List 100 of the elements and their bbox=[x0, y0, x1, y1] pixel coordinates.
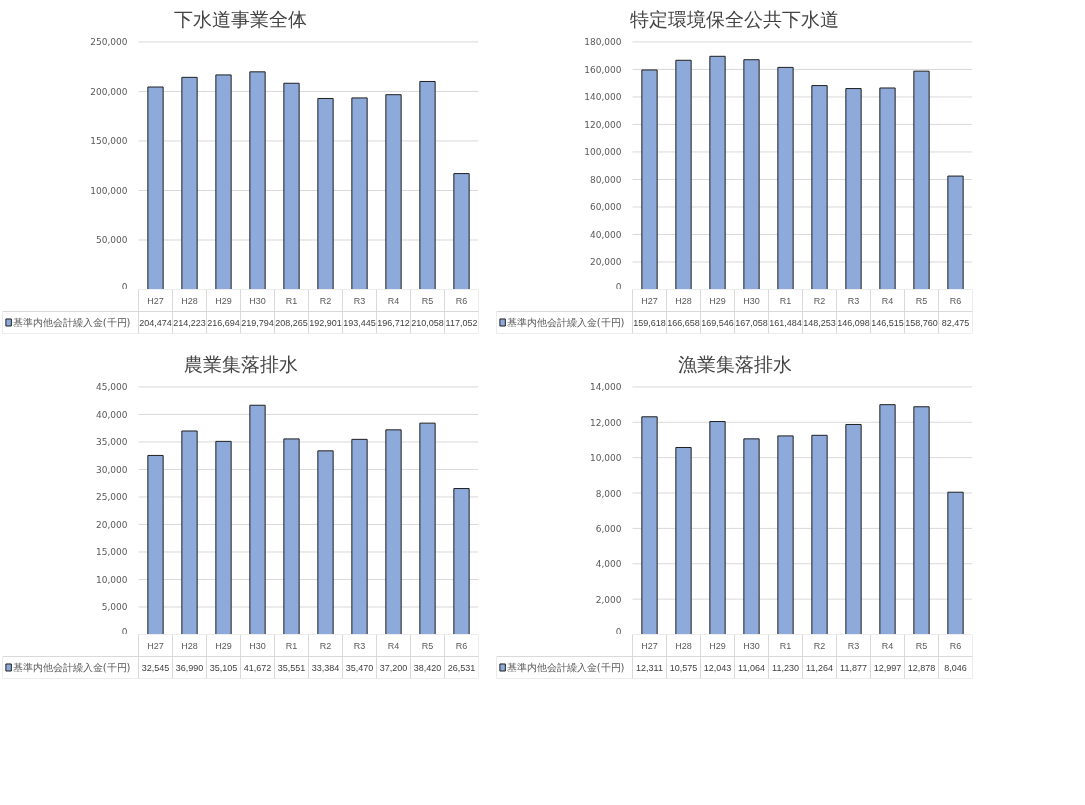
y-tick-label: 0 bbox=[121, 281, 128, 292]
bar bbox=[709, 421, 726, 634]
data-label: 35,470 bbox=[345, 662, 374, 673]
y-tick-label: 12,000 bbox=[590, 417, 622, 428]
x-tick-label: H30 bbox=[743, 640, 760, 651]
data-label: 11,877 bbox=[840, 662, 867, 673]
x-tick-label: H29 bbox=[709, 295, 726, 306]
data-label: 26,531 bbox=[447, 662, 476, 673]
data-label: 146,098 bbox=[837, 317, 870, 328]
x-tick-label: H29 bbox=[215, 640, 232, 651]
bar bbox=[215, 74, 232, 289]
y-tick-label: 6,000 bbox=[595, 523, 622, 534]
data-label: 193,445 bbox=[343, 317, 376, 328]
x-tick-label: R4 bbox=[881, 295, 894, 306]
y-tick-label: 8,000 bbox=[595, 488, 622, 499]
bar bbox=[215, 440, 232, 634]
bar bbox=[845, 88, 862, 289]
x-tick-label: H28 bbox=[675, 640, 692, 651]
data-label: 214,223 bbox=[173, 317, 206, 328]
y-tick-label: 40,000 bbox=[590, 229, 622, 240]
y-tick-label: 0 bbox=[615, 626, 622, 637]
data-label: 82,475 bbox=[941, 317, 970, 328]
x-tick-label: R5 bbox=[421, 640, 434, 651]
y-tick-label: 60,000 bbox=[590, 202, 622, 213]
y-tick-label: 15,000 bbox=[96, 547, 128, 558]
y-tick-label: 100,000 bbox=[584, 147, 622, 158]
y-tick-label: 4,000 bbox=[595, 559, 622, 570]
chart-title: 特定環境保全公共下水道 bbox=[630, 7, 839, 30]
x-tick-label: H27 bbox=[641, 295, 658, 306]
data-label: 158,760 bbox=[905, 317, 938, 328]
y-tick-label: 200,000 bbox=[90, 86, 128, 97]
data-label: 11,264 bbox=[806, 662, 833, 673]
bar bbox=[317, 97, 334, 289]
x-tick-label: H30 bbox=[249, 640, 266, 651]
x-tick-label: R2 bbox=[319, 640, 332, 651]
bar bbox=[709, 55, 726, 289]
x-tick-label: R6 bbox=[455, 640, 468, 651]
bar bbox=[675, 59, 692, 289]
y-tick-label: 50,000 bbox=[96, 235, 128, 246]
data-label: 169,546 bbox=[701, 317, 734, 328]
data-label: 12,043 bbox=[703, 662, 732, 673]
y-tick-label: 100,000 bbox=[90, 185, 128, 196]
data-label: 12,311 bbox=[636, 662, 663, 673]
bar bbox=[641, 416, 658, 634]
data-label: 11,064 bbox=[738, 662, 765, 673]
y-tick-label: 0 bbox=[615, 281, 622, 292]
legend-label: 基準内他会計繰入金(千円) bbox=[506, 662, 625, 673]
y-tick-label: 10,000 bbox=[590, 453, 622, 464]
x-tick-label: R1 bbox=[285, 295, 298, 306]
bar bbox=[453, 173, 470, 289]
x-tick-label: R5 bbox=[915, 295, 928, 306]
bar bbox=[947, 491, 964, 634]
x-tick-label: R2 bbox=[319, 295, 332, 306]
data-label: 12,878 bbox=[907, 662, 936, 673]
data-label: 33,384 bbox=[311, 662, 340, 673]
bar bbox=[453, 488, 470, 634]
data-label: 208,265 bbox=[275, 317, 308, 328]
bar bbox=[743, 59, 760, 289]
bar bbox=[385, 94, 402, 289]
x-tick-label: H29 bbox=[215, 295, 232, 306]
legend-label: 基準内他会計繰入金(千円) bbox=[12, 662, 131, 673]
x-tick-label: R3 bbox=[353, 640, 366, 651]
data-label: 12,997 bbox=[873, 662, 902, 673]
data-label: 146,515 bbox=[871, 317, 904, 328]
legend-label: 基準内他会計繰入金(千円) bbox=[506, 317, 625, 328]
data-label: 167,058 bbox=[735, 317, 768, 328]
data-label: 148,253 bbox=[803, 317, 836, 328]
data-label: 35,551 bbox=[277, 662, 306, 673]
data-label: 37,200 bbox=[379, 662, 408, 673]
data-label: 41,672 bbox=[243, 662, 272, 673]
x-tick-label: H27 bbox=[147, 640, 164, 651]
bar bbox=[147, 86, 164, 289]
data-label: 161,484 bbox=[769, 317, 802, 328]
x-tick-label: R1 bbox=[285, 640, 298, 651]
data-label: 204,474 bbox=[139, 317, 172, 328]
x-tick-label: R6 bbox=[949, 295, 962, 306]
data-label: 36,990 bbox=[175, 662, 204, 673]
y-tick-label: 20,000 bbox=[590, 257, 622, 268]
x-tick-label: H28 bbox=[181, 295, 198, 306]
x-tick-label: R5 bbox=[915, 640, 928, 651]
x-tick-label: H28 bbox=[675, 295, 692, 306]
y-tick-label: 120,000 bbox=[584, 119, 622, 130]
bar bbox=[777, 435, 794, 634]
bar bbox=[351, 438, 368, 634]
x-tick-label: R3 bbox=[353, 295, 366, 306]
y-tick-label: 80,000 bbox=[590, 174, 622, 185]
x-tick-label: R2 bbox=[813, 640, 826, 651]
bar bbox=[351, 97, 368, 289]
data-label: 196,712 bbox=[377, 317, 410, 328]
bar bbox=[811, 434, 828, 634]
bar bbox=[777, 66, 794, 289]
x-tick-label: R3 bbox=[847, 640, 860, 651]
x-tick-label: R2 bbox=[813, 295, 826, 306]
bar bbox=[317, 450, 334, 634]
data-label: 35,105 bbox=[209, 662, 238, 673]
data-label: 8,046 bbox=[944, 662, 967, 673]
chart-title: 下水道事業全体 bbox=[174, 7, 307, 30]
data-label: 219,794 bbox=[241, 317, 274, 328]
bar bbox=[283, 82, 300, 289]
y-tick-label: 160,000 bbox=[584, 64, 622, 75]
